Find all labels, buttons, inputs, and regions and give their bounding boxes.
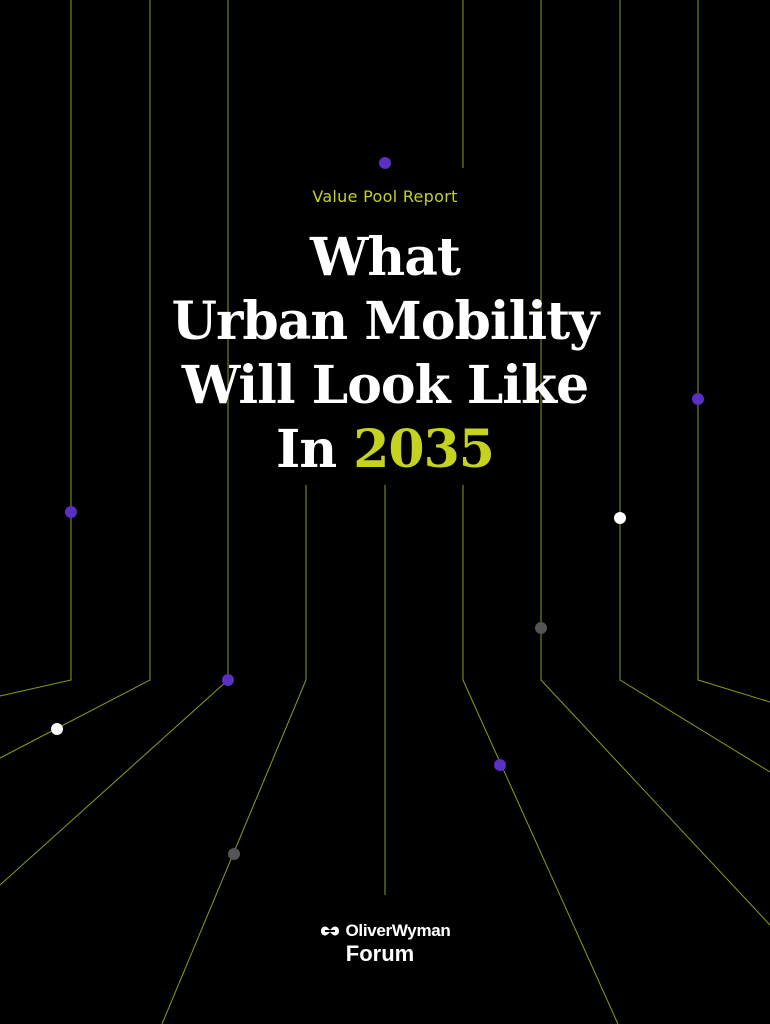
deco-dot-purple bbox=[379, 157, 391, 169]
report-type-label: Value Pool Report bbox=[312, 187, 458, 206]
oliver-wyman-mark-icon bbox=[321, 926, 340, 936]
deco-dot-purple bbox=[222, 674, 234, 686]
deco-dot-white bbox=[614, 512, 626, 524]
logo-brand: OliverWyman bbox=[345, 921, 451, 940]
deco-dot-gray bbox=[228, 848, 240, 860]
deco-line bbox=[619, 0, 770, 773]
title-year: 2035 bbox=[353, 419, 495, 480]
deco-dot-white bbox=[51, 723, 63, 735]
title-line: Urban Mobility bbox=[171, 291, 600, 352]
deco-dot-purple bbox=[494, 759, 506, 771]
deco-line bbox=[462, 485, 619, 1024]
title-line: Will Look Like bbox=[181, 355, 589, 416]
deco-dot-purple bbox=[692, 393, 704, 405]
publisher-logo: OliverWyman Forum bbox=[0, 920, 770, 966]
title-prefix: In bbox=[276, 419, 337, 480]
title-line: What bbox=[310, 227, 461, 288]
deco-line bbox=[540, 0, 770, 926]
title-line-last: In 2035 bbox=[0, 418, 770, 482]
cover-title: What Urban Mobility Will Look Like In 20… bbox=[0, 226, 770, 482]
logo-sub: Forum bbox=[345, 941, 415, 966]
deco-line bbox=[0, 0, 151, 759]
deco-dot-purple bbox=[65, 506, 77, 518]
deco-dot-gray bbox=[535, 622, 547, 634]
deco-line bbox=[0, 0, 72, 697]
deco-line bbox=[697, 0, 770, 703]
deco-line bbox=[161, 485, 307, 1024]
